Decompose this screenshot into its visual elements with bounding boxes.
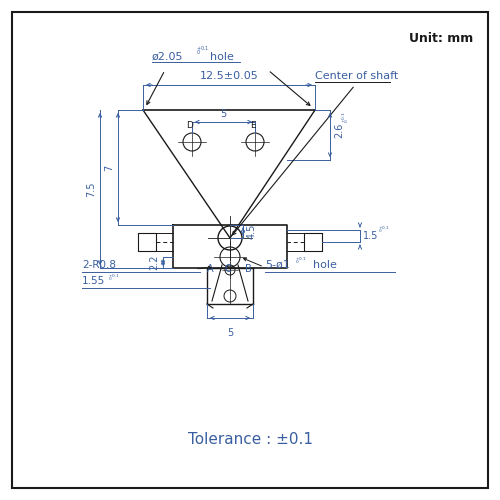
Text: D: D [186,121,194,130]
Text: Tolerance : ±0.1: Tolerance : ±0.1 [188,432,312,448]
Bar [304,233,322,251]
Text: 7: 7 [104,164,114,170]
Text: 4.5: 4.5 [247,224,257,239]
Text: 1.55: 1.55 [82,276,105,286]
Text: 5: 5 [220,109,226,119]
Text: $^{+0.1}_{0}$: $^{+0.1}_{0}$ [196,45,209,59]
Text: 5-ø1: 5-ø1 [265,260,290,270]
Text: 5: 5 [227,328,233,338]
Text: 12.5±0.05: 12.5±0.05 [200,71,258,81]
Text: A: A [206,264,214,274]
Text: $^{+0.1}_{0}$: $^{+0.1}_{0}$ [340,111,351,123]
Text: C: C [224,264,232,274]
Text: Unit: mm: Unit: mm [409,32,473,44]
Text: B: B [244,264,252,274]
Text: 2.2: 2.2 [149,255,159,270]
Text: 7.5: 7.5 [86,181,96,196]
Text: 1.5: 1.5 [363,231,378,241]
Bar [138,233,156,251]
Text: Center of shaft: Center of shaft [315,71,398,81]
Text: hole: hole [210,52,234,62]
Text: 2.6: 2.6 [334,122,344,138]
Text: ø2.05: ø2.05 [152,52,184,62]
Text: $^{+0.1}_{0}$: $^{+0.1}_{0}$ [108,272,120,282]
Text: $^{+0.1}_{0}$: $^{+0.1}_{0}$ [378,224,390,234]
Text: E: E [250,121,256,130]
Text: hole: hole [313,260,337,270]
Text: 2-R0.8: 2-R0.8 [82,260,116,270]
Text: $^{+0.1}_{0}$: $^{+0.1}_{0}$ [295,255,308,266]
